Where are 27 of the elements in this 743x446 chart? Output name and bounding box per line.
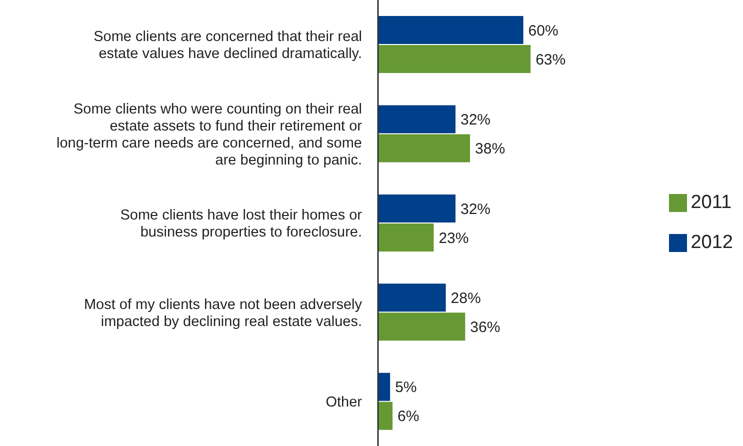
y-tick-label: Some clients are concerned that their real estate values have declined dramatically. [94, 29, 362, 62]
legend-label: 2011 [690, 192, 732, 213]
bar [378, 312, 466, 341]
data-label: 63% [536, 51, 566, 68]
data-label: 38% [475, 140, 506, 158]
data-label: 6% [398, 408, 420, 426]
y-tick-label: Some clients have lost their homes or business properties to foreclosure. [120, 208, 362, 241]
bar [378, 284, 446, 312]
bar [378, 223, 434, 252]
data-label: 23% [438, 230, 469, 247]
bar [378, 134, 470, 162]
bar [378, 105, 456, 134]
legend-label: 2012 [690, 232, 733, 253]
bar [378, 194, 456, 222]
data-label: 5% [395, 379, 417, 396]
y-tick-label: Some clients who were counting on their real estate assets to fund their retirement or long-term care needs are concerned, and some are beginning to panic. [56, 101, 362, 168]
data-label: 32% [460, 112, 491, 129]
bar [378, 402, 393, 430]
data-label: 36% [470, 318, 500, 336]
y-tick-label: Other [326, 394, 362, 410]
data-label: 32% [460, 200, 491, 218]
y-tick-label: Most of my clients have not been adversely impacted by declining real estate values. [84, 296, 363, 330]
data-label: 60% [528, 22, 558, 40]
bar [378, 45, 531, 74]
data-label: 28% [450, 290, 481, 307]
bar [378, 372, 390, 401]
bar [378, 16, 524, 44]
